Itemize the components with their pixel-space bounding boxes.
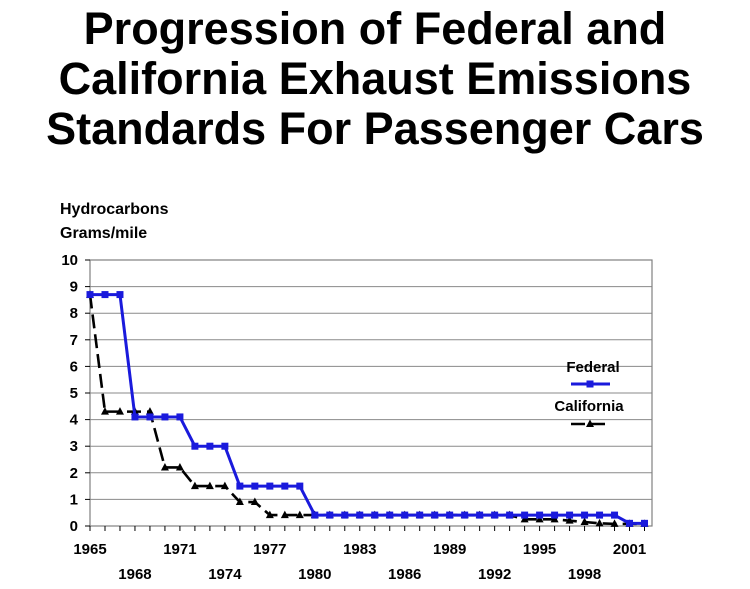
x-tick-label: 1977 [253, 541, 286, 558]
federal-point [116, 291, 124, 299]
california-point [100, 407, 109, 415]
federal-point [371, 511, 379, 519]
x-tick-label: 2001 [613, 541, 646, 558]
california-point [550, 514, 559, 523]
california-point [220, 481, 229, 490]
x-tick-label: 1992 [478, 566, 511, 583]
federal-point [491, 511, 499, 519]
x-tick-label: 1983 [343, 541, 376, 558]
california-point [175, 462, 184, 471]
federal-point [596, 511, 604, 519]
legend-label-federal: Federal [566, 359, 619, 376]
x-axis-ticks: 1965 1971 1977 1983 1989 1995 2001 1968 1974 1980… [73, 526, 646, 583]
y-axis-label-line-2: Grams/mile [60, 225, 148, 242]
california-point [160, 462, 169, 471]
y-axis-label: Hydrocarbons Grams/mile [60, 198, 168, 246]
federal-point [236, 482, 244, 490]
x-tick-label: 1974 [208, 566, 242, 583]
california-point [580, 517, 589, 526]
federal-point [566, 511, 574, 519]
y-tick-label: 3 [70, 438, 78, 455]
federal-point [101, 291, 109, 299]
federal-point [266, 482, 274, 490]
y-tick-label: 5 [70, 385, 78, 402]
federal-point [551, 511, 559, 519]
x-tick-label: 1986 [388, 566, 421, 583]
federal-point [206, 442, 214, 450]
y-tick-label: 1 [70, 491, 78, 508]
x-tick-label: 1989 [433, 541, 466, 558]
y-tick-label: 0 [70, 518, 78, 535]
y-tick-label: 10 [61, 252, 78, 269]
federal-point [641, 519, 649, 527]
federal-point [356, 511, 364, 519]
y-tick-label: 9 [70, 279, 78, 296]
california-point [280, 510, 289, 519]
federal-point [146, 413, 154, 421]
california-point [595, 518, 604, 527]
legend-marker-federal [586, 380, 594, 388]
california-point [265, 510, 274, 519]
federal-point [626, 519, 634, 527]
federal-point [311, 511, 319, 519]
california-point [115, 407, 124, 415]
legend-label-california: California [554, 398, 624, 415]
federal-point [521, 511, 529, 519]
chart-title: Progression of Federal and California Ex… [0, 4, 750, 154]
california-point [295, 510, 304, 519]
california-point [565, 516, 574, 524]
federal-point [251, 482, 259, 490]
federal-point [326, 511, 334, 519]
y-tick-label: 2 [70, 465, 78, 482]
y-axis-ticks: 0 1 2 3 4 5 6 7 8 9 10 [61, 252, 90, 535]
x-tick-label: 1968 [118, 566, 151, 583]
federal-point [476, 511, 484, 519]
x-tick-label: 1965 [73, 541, 106, 558]
federal-point [176, 413, 184, 421]
california-point [520, 514, 529, 523]
federal-point [416, 511, 424, 519]
y-axis-label-line-1: Hydrocarbons [60, 201, 169, 218]
legend-marker-california [586, 419, 594, 427]
chart-title-line-1: Progression of Federal and [83, 3, 667, 54]
federal-point [611, 511, 619, 519]
x-tick-label: 1998 [568, 566, 601, 583]
california-point [250, 497, 259, 506]
federal-point [506, 511, 514, 519]
federal-point [446, 511, 454, 519]
series-lines [86, 290, 649, 527]
federal-point [401, 511, 409, 519]
federal-point [461, 511, 469, 519]
y-tick-label: 4 [70, 412, 79, 429]
federal-point [581, 511, 589, 519]
federal-point [131, 413, 139, 421]
y-tick-label: 6 [70, 358, 78, 375]
chart-title-line-3: Standards For Passenger Cars [46, 103, 704, 154]
federal-point [296, 482, 304, 490]
legend: Federal California [554, 359, 624, 427]
federal-point [221, 442, 229, 450]
california-point [190, 481, 199, 490]
federal-point [386, 511, 394, 519]
x-tick-label: 1971 [163, 541, 196, 558]
federal-series [86, 291, 649, 527]
federal-point [536, 511, 544, 519]
x-tick-label: 1995 [523, 541, 556, 558]
x-tick-label: 1980 [298, 566, 331, 583]
y-tick-label: 8 [70, 305, 78, 322]
federal-point [191, 442, 199, 450]
chart-title-line-2: California Exhaust Emissions [58, 53, 692, 104]
california-point [535, 514, 544, 523]
california-point [235, 497, 244, 506]
federal-point [86, 291, 94, 299]
california-point [205, 481, 214, 490]
california-point [610, 519, 619, 527]
federal-point [281, 482, 289, 490]
y-tick-label: 7 [70, 332, 78, 349]
federal-point [161, 413, 169, 421]
federal-point [431, 511, 439, 519]
federal-point [341, 511, 349, 519]
california-point [145, 407, 154, 415]
